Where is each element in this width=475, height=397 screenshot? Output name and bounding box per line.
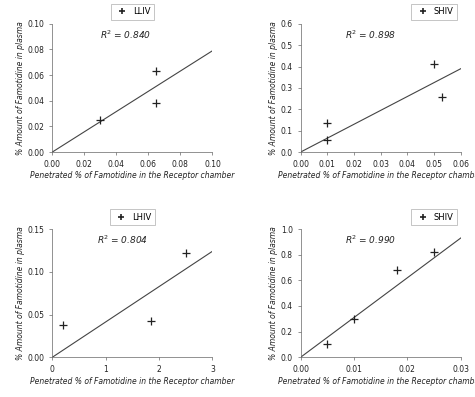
Point xyxy=(323,120,331,126)
Point xyxy=(430,249,438,255)
X-axis label: Penetrated % of Famotidine in the Receptor chamber: Penetrated % of Famotidine in the Recept… xyxy=(30,377,235,386)
Text: R$^2$ = 0.804: R$^2$ = 0.804 xyxy=(97,234,148,247)
Point xyxy=(430,61,438,67)
Point xyxy=(393,267,400,273)
Text: R$^2$ = 0.898: R$^2$ = 0.898 xyxy=(345,29,397,41)
Point xyxy=(323,341,331,348)
X-axis label: Penetrated % of Famotidine in the Receptor chamber: Penetrated % of Famotidine in the Recept… xyxy=(278,172,475,181)
Point xyxy=(59,322,66,328)
Legend: LLIV: LLIV xyxy=(111,4,154,20)
Y-axis label: % Amount of Famotidine in plasma: % Amount of Famotidine in plasma xyxy=(16,226,25,360)
X-axis label: Penetrated % of Famotidine in the Receptor chamber: Penetrated % of Famotidine in the Recept… xyxy=(278,377,475,386)
Point xyxy=(96,117,104,123)
Point xyxy=(152,68,160,75)
Text: R$^2$ = 0.990: R$^2$ = 0.990 xyxy=(345,234,397,247)
Y-axis label: % Amount of Famotidine in plasma: % Amount of Famotidine in plasma xyxy=(16,21,25,155)
Legend: SHIV: SHIV xyxy=(411,4,456,20)
Y-axis label: % Amount of Famotidine in plasma: % Amount of Famotidine in plasma xyxy=(269,21,278,155)
Point xyxy=(350,316,358,322)
Legend: LHIV: LHIV xyxy=(110,209,155,225)
Text: R$^2$ = 0.840: R$^2$ = 0.840 xyxy=(100,29,152,41)
Point xyxy=(438,93,446,100)
Point xyxy=(147,317,155,324)
X-axis label: Penetrated % of Famotidine in the Receptor chamber: Penetrated % of Famotidine in the Recept… xyxy=(30,172,235,181)
Point xyxy=(152,100,160,106)
Point xyxy=(182,250,190,256)
Y-axis label: % Amount of Famotidine in plasma: % Amount of Famotidine in plasma xyxy=(269,226,278,360)
Point xyxy=(323,137,331,143)
Legend: SHIV: SHIV xyxy=(411,209,456,225)
